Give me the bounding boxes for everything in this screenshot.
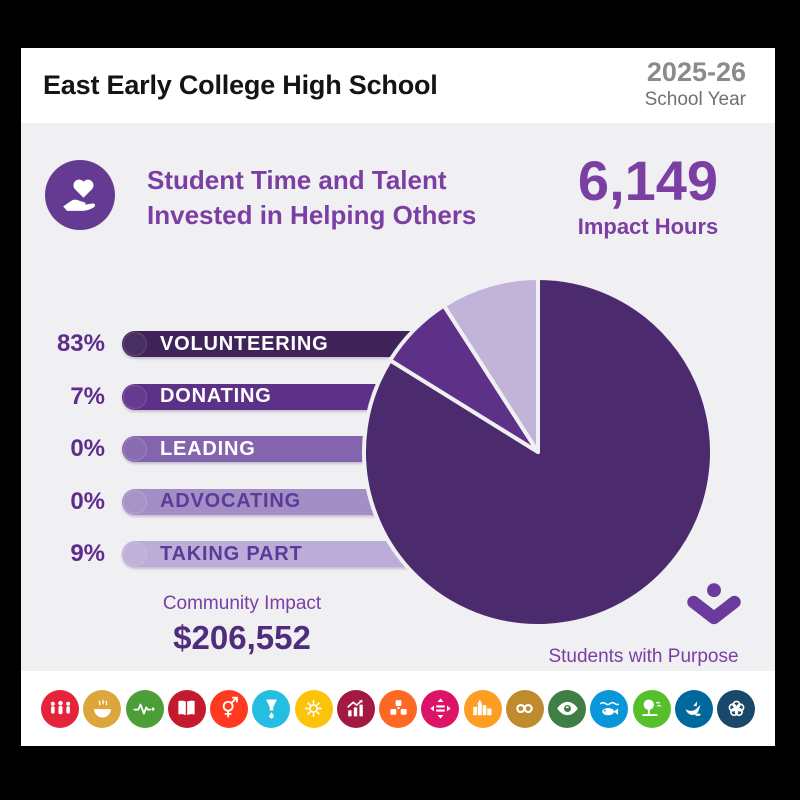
sdg-icon-strip (21, 671, 775, 746)
sdg-quality-education-icon (167, 689, 206, 728)
page-title: Student Time and Talent Invested in Help… (147, 163, 476, 233)
pill-cap-circle (123, 332, 147, 356)
category-label: VOLUNTEERING (160, 332, 329, 355)
category-label: LEADING (160, 437, 256, 460)
sdg-partnerships-icon (717, 689, 755, 728)
school-year-label: School Year (644, 89, 746, 110)
community-impact-block: Community Impact $206,552 (137, 593, 347, 657)
sdg-industry-innovation-icon (379, 689, 417, 728)
sdg-reduced-inequalities-icon (421, 689, 460, 728)
sdg-clean-water-icon (252, 689, 291, 728)
percent-label: 9% (70, 540, 105, 568)
school-year-block: 2025-26 School Year (645, 57, 746, 113)
sdg-climate-action-icon (548, 689, 586, 728)
category-label: DONATING (160, 385, 272, 408)
sdg-sustainable-cities-icon (463, 689, 502, 728)
percent-label: 7% (70, 382, 105, 410)
impact-hours-block: 6,149 Impact Hours (541, 151, 755, 240)
school-year-value: 2025-26 (646, 57, 746, 87)
community-impact-label: Community Impact (162, 593, 322, 614)
heart-in-hand-icon (45, 160, 115, 230)
pill-cap-circle (123, 542, 147, 567)
page-title-line2: Invested in Helping Others (147, 200, 477, 230)
impact-hours-label: Impact Hours (577, 214, 719, 239)
pill-cap-circle (123, 437, 147, 462)
community-impact-value: $206,552 (173, 619, 311, 656)
sdg-zero-hunger-icon (83, 689, 122, 728)
sdg-gender-equality-icon (210, 689, 248, 728)
category-label: TAKING PART (160, 542, 303, 565)
sdg-no-poverty-icon (41, 689, 79, 728)
report-card: East Early College High School 2025-26 S… (21, 48, 775, 746)
sdg-peace-justice-icon (674, 689, 713, 728)
category-label: ADVOCATING (160, 490, 301, 513)
sdg-life-below-water-icon (590, 689, 629, 728)
percent-label: 83% (56, 330, 105, 357)
sdg-clean-energy-icon (294, 689, 333, 728)
sdg-decent-work-icon (336, 689, 375, 728)
impact-hours-value: 6,149 (577, 149, 719, 212)
pill-cap-circle (123, 489, 147, 514)
page-title-line1: Student Time and Talent (147, 165, 447, 195)
percent-label: 0% (70, 435, 105, 463)
percent-label: 0% (70, 487, 105, 515)
pie-chart (362, 276, 714, 628)
sdg-responsible-consumption-icon (505, 689, 544, 728)
sdg-life-on-land-icon (632, 689, 671, 728)
pill-cap-circle (123, 384, 147, 409)
students-with-purpose-logo-icon (687, 583, 741, 625)
students-with-purpose-label: Students with Purpose (548, 646, 739, 667)
school-name: East Early College High School (43, 70, 438, 100)
sdg-good-health-icon (125, 689, 164, 728)
header: East Early College High School 2025-26 S… (21, 48, 775, 123)
pie-slice-taking-part (441, 276, 540, 454)
